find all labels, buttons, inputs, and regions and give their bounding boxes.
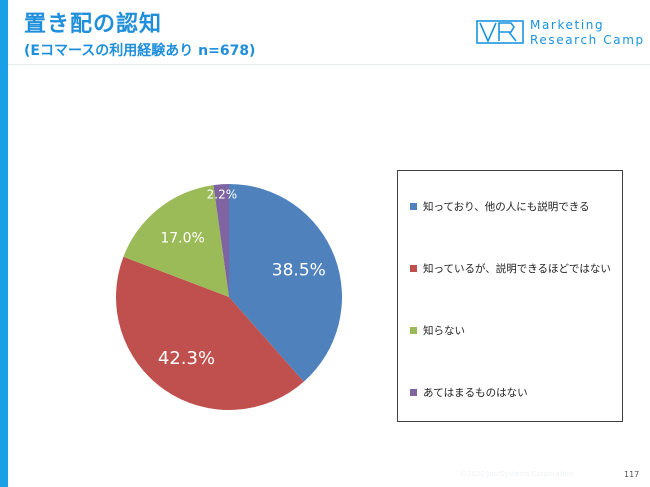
legend-swatch — [410, 327, 417, 334]
legend-label: 知らない — [423, 325, 465, 337]
legend-item: 知っているが、説明できるほどではない — [410, 261, 611, 276]
legend-label: 知っており、他の人にも説明できる — [423, 201, 590, 213]
page-title: 置き配の認知 — [24, 12, 163, 37]
pie-slice — [229, 184, 342, 382]
header-divider — [8, 64, 650, 65]
legend-item: あてはまるものはない — [410, 385, 528, 400]
pie-slice-label: 2.2% — [207, 187, 238, 201]
page-subtitle: (Eコマースの利用経験あり n=678) — [24, 43, 256, 59]
legend-label: 知っているが、説明できるほどではない — [423, 263, 611, 275]
legend-item: 知らない — [410, 323, 465, 338]
pie-slice — [213, 184, 229, 297]
pie-slice-label: 17.0% — [160, 231, 204, 247]
page-number: 117 — [624, 470, 640, 479]
copyright-text: ©2020 JustSystems Corporation — [460, 470, 574, 478]
chart-legend: 知っており、他の人にも説明できる 知っているが、説明できるほどではない 知らない… — [397, 170, 623, 422]
logo-text: Marketing Research Camp — [530, 18, 645, 48]
legend-item: 知っており、他の人にも説明できる — [410, 199, 590, 214]
legend-swatch — [410, 203, 417, 210]
accent-bar — [0, 0, 8, 487]
pie-slice-label: 38.5% — [272, 261, 326, 281]
logo-line-2: Research Camp — [530, 33, 645, 47]
pie-slice — [123, 185, 229, 297]
logo-line-1: Marketing — [530, 18, 605, 32]
legend-swatch — [410, 389, 417, 396]
legend-label: あてはまるものはない — [423, 387, 528, 399]
pie-slice — [116, 256, 304, 410]
mr-logo-icon — [476, 20, 524, 44]
legend-swatch — [410, 265, 417, 272]
pie-slice-label: 42.3% — [158, 348, 215, 369]
